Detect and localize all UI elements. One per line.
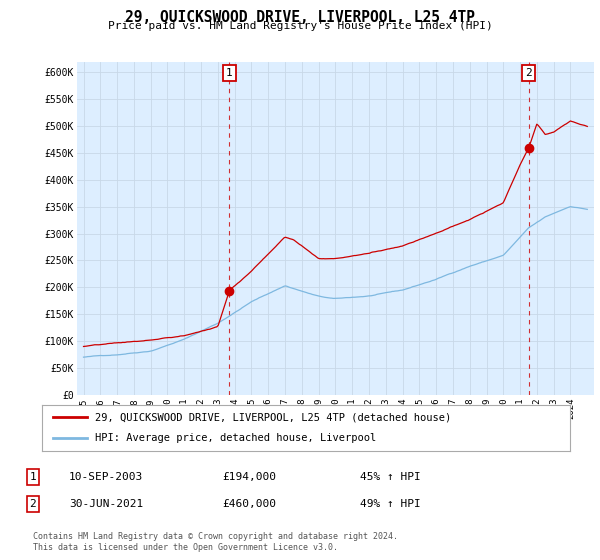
Text: £460,000: £460,000 [222,499,276,509]
Text: 2: 2 [525,68,532,78]
Text: 10-SEP-2003: 10-SEP-2003 [69,472,143,482]
Text: 45% ↑ HPI: 45% ↑ HPI [360,472,421,482]
Text: Contains HM Land Registry data © Crown copyright and database right 2024.: Contains HM Land Registry data © Crown c… [33,532,398,541]
Text: £194,000: £194,000 [222,472,276,482]
Text: This data is licensed under the Open Government Licence v3.0.: This data is licensed under the Open Gov… [33,543,338,552]
Text: 1: 1 [29,472,37,482]
Text: 29, QUICKSWOOD DRIVE, LIVERPOOL, L25 4TP (detached house): 29, QUICKSWOOD DRIVE, LIVERPOOL, L25 4TP… [95,412,451,422]
Text: 2: 2 [29,499,37,509]
Text: 30-JUN-2021: 30-JUN-2021 [69,499,143,509]
Text: Price paid vs. HM Land Registry's House Price Index (HPI): Price paid vs. HM Land Registry's House … [107,21,493,31]
Text: HPI: Average price, detached house, Liverpool: HPI: Average price, detached house, Live… [95,433,376,444]
Text: 1: 1 [226,68,233,78]
Text: 29, QUICKSWOOD DRIVE, LIVERPOOL, L25 4TP: 29, QUICKSWOOD DRIVE, LIVERPOOL, L25 4TP [125,10,475,25]
Text: 49% ↑ HPI: 49% ↑ HPI [360,499,421,509]
